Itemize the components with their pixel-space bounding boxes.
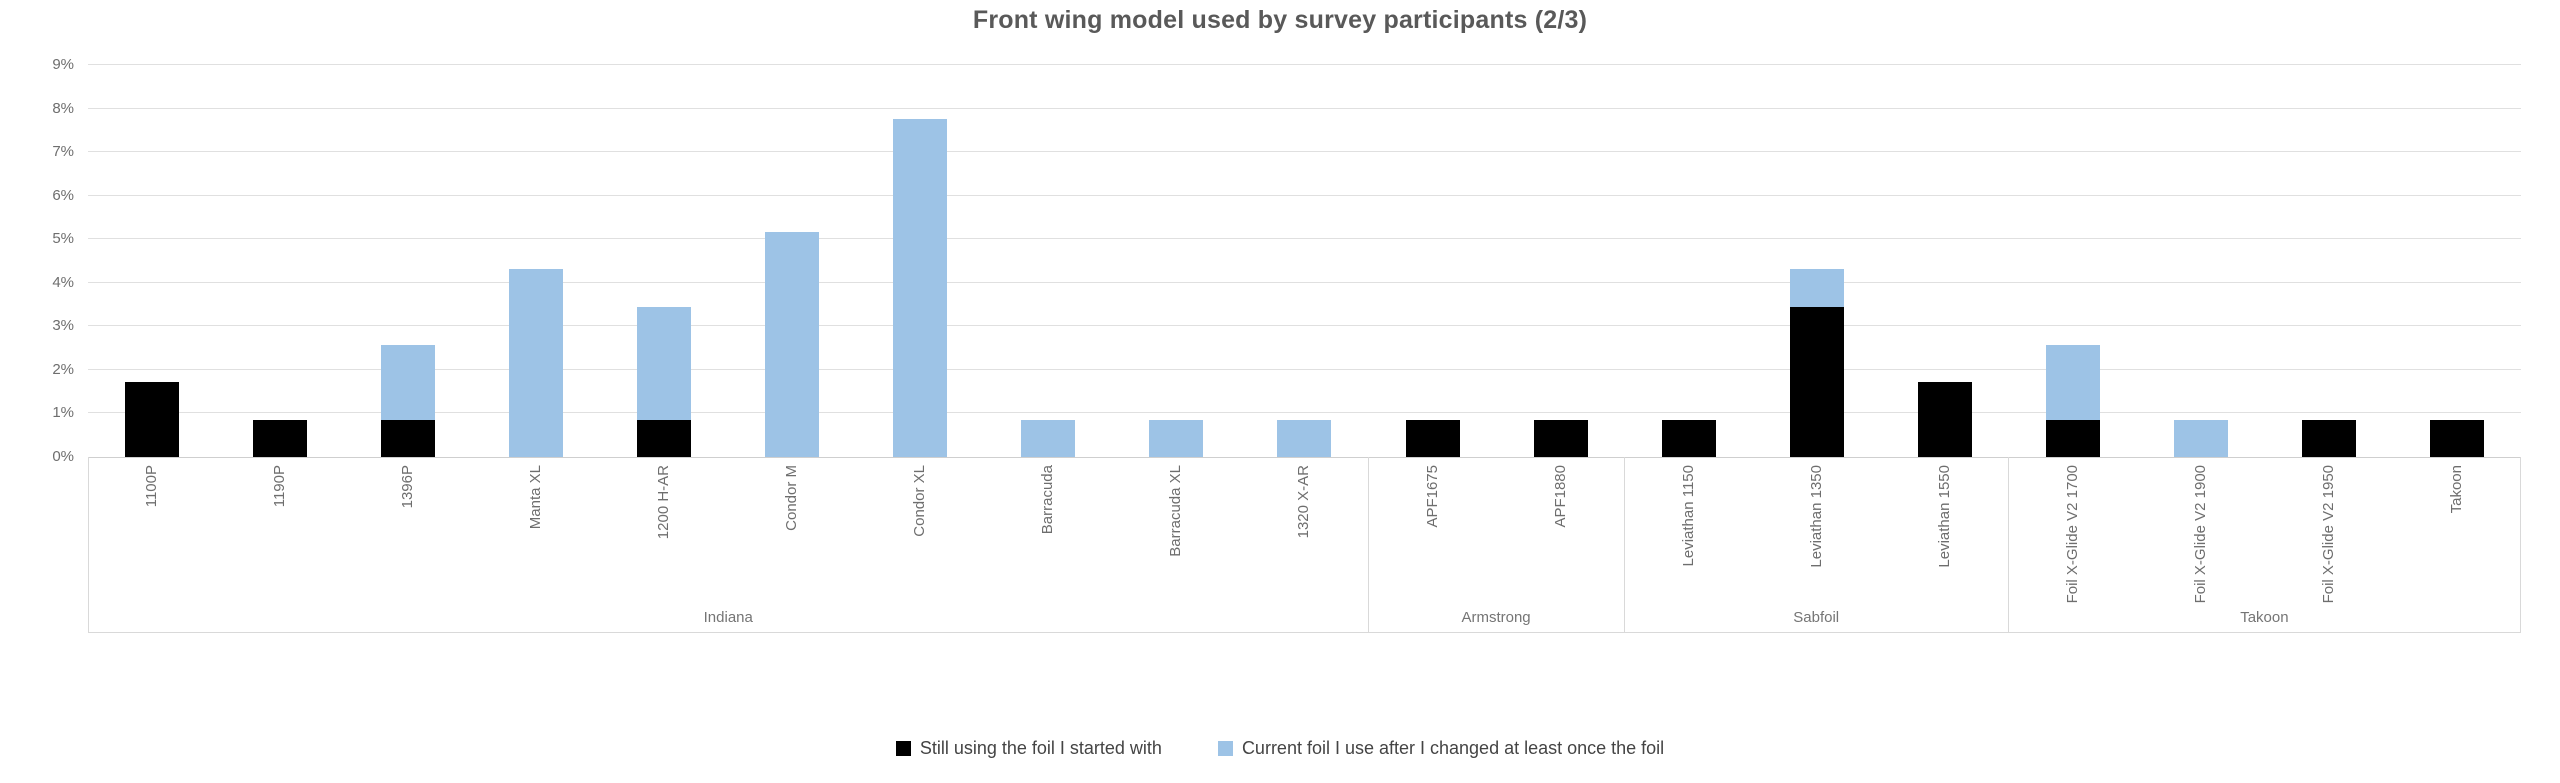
bar-segment-still (1917, 382, 1972, 457)
bar-segment-current (509, 269, 564, 457)
bar-segment-still (2429, 419, 2484, 457)
bar-Barracuda (1021, 65, 1076, 457)
bar-segment-current (765, 231, 820, 457)
category-axis: 1100P 1190P 1396P Manta XL 1200 H-AR Condor M… (88, 457, 2521, 633)
bar-segment-current (2173, 419, 2228, 457)
bar-slot (2265, 65, 2393, 457)
bar-slot (1497, 65, 1625, 457)
y-axis-tick-label: 2% (52, 360, 74, 378)
bar-1200 H-AR (637, 65, 692, 457)
bar-Leviathan 1550 (1917, 65, 1972, 457)
gridline (88, 194, 2521, 196)
legend-label: Current foil I use after I changed at le… (1241, 738, 1665, 758)
legend-item-still: Still using the foil I started with (895, 738, 1162, 759)
bar-segment-still (125, 382, 180, 457)
bar-segment-still (637, 419, 692, 457)
bar-segment-still (1533, 419, 1588, 457)
bar-slot (472, 65, 600, 457)
gridline (88, 412, 2521, 414)
group-box-Sabfoil: Sabfoil (1625, 457, 2009, 632)
bar-Leviathan 1350 (1789, 65, 1844, 457)
bar-Foil X-Glide V2 1950 (2301, 65, 2356, 457)
bar-slot (2393, 65, 2521, 457)
bar-Takoon (2429, 65, 2484, 457)
bar-1396P (381, 65, 436, 457)
bar-slot (216, 65, 344, 457)
bar-slot (1112, 65, 1240, 457)
bar-Barracuda XL (1149, 65, 1204, 457)
bar-slot (2009, 65, 2137, 457)
y-axis-tick-label: 6% (52, 186, 74, 204)
bar-segment-current (2045, 344, 2100, 420)
bar-segment-current (381, 344, 436, 420)
bar-1190P (253, 65, 308, 457)
bar-Foil X-Glide V2 1700 (2045, 65, 2100, 457)
bar-slot (1881, 65, 2009, 457)
bar-slot (344, 65, 472, 457)
y-axis-tick-label: 8% (52, 99, 74, 117)
bar-slot (1240, 65, 1368, 457)
bar-segment-still (381, 419, 436, 457)
group-box-Takoon: Takoon (2009, 457, 2521, 632)
y-axis-tick-label: 5% (52, 230, 74, 248)
legend-marker-still (895, 741, 911, 756)
y-axis-tick-label: 3% (52, 317, 74, 335)
bar-slot (88, 65, 216, 457)
bar-slot (728, 65, 856, 457)
group-label: Takoon (2240, 609, 2289, 626)
bar-segment-current (893, 119, 948, 457)
gridline (88, 107, 2521, 109)
group-label: Armstrong (1461, 609, 1531, 626)
bar-1100P (125, 65, 180, 457)
bar-Manta XL (509, 65, 564, 457)
chart-title: Front wing model used by survey particip… (972, 6, 1588, 34)
bar-slot (1753, 65, 1881, 457)
bar-1320 X-AR (1277, 65, 1332, 457)
y-axis-tick-label: 1% (52, 404, 74, 422)
bar-slot (856, 65, 984, 457)
bar-slot (2137, 65, 2265, 457)
legend-marker-current (1217, 741, 1233, 756)
group-label: Sabfoil (1793, 609, 1840, 626)
plot-area (88, 64, 2521, 458)
bar-segment-still (2045, 419, 2100, 457)
bar-Foil X-Glide V2 1900 (2173, 65, 2228, 457)
bar-segment-still (2301, 419, 2356, 457)
gridline (88, 64, 2521, 65)
legend-item-current: Current foil I use after I changed at le… (1217, 738, 1665, 759)
y-axis-tick-label: 4% (52, 273, 74, 291)
y-axis-tick-label: 9% (52, 56, 74, 73)
group-label: Indiana (703, 609, 753, 626)
bar-segment-still (253, 419, 308, 457)
bar-Condor M (765, 65, 820, 457)
bar-segment-current (1021, 419, 1076, 457)
bar-segment-still (1661, 419, 1716, 457)
gridline (88, 368, 2521, 370)
bar-slot (984, 65, 1112, 457)
bar-Condor XL (893, 65, 948, 457)
bar-segment-still (1405, 419, 1460, 457)
gridline (88, 238, 2521, 240)
bar-APF1880 (1533, 65, 1588, 457)
bar-slot (1369, 65, 1497, 457)
bar-segment-current (1277, 419, 1332, 457)
gridline (88, 325, 2521, 327)
y-axis-tick-label: 7% (52, 143, 74, 161)
bar-segment-current (637, 306, 692, 420)
bar-slot (1625, 65, 1753, 457)
gridline (88, 281, 2521, 283)
bar-segment-current (1149, 419, 1204, 457)
bar-segment-current (1789, 269, 1844, 307)
legend-label: Still using the foil I started with (919, 738, 1162, 758)
group-box-Armstrong: Armstrong (1369, 457, 1625, 632)
y-axis-tick-label: 0% (52, 448, 74, 465)
bar-Leviathan 1150 (1661, 65, 1716, 457)
bar-APF1675 (1405, 65, 1460, 457)
group-box-Indiana: Indiana (88, 457, 1369, 632)
bar-segment-still (1789, 306, 1844, 457)
gridline (88, 151, 2521, 153)
bar-slot (600, 65, 728, 457)
legend: Still using the foil I started with Curre… (0, 738, 2560, 759)
